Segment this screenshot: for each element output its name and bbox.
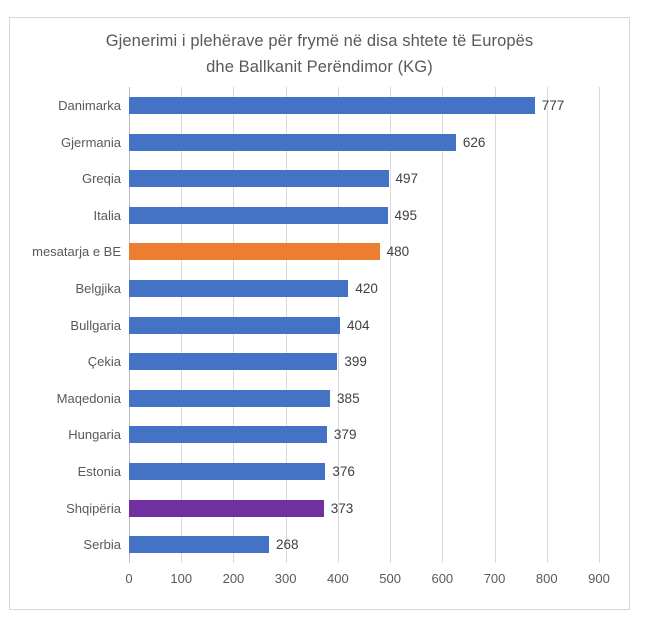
value-label: 480 bbox=[386, 244, 410, 260]
bar-row: Shqipëria 373 bbox=[10, 490, 629, 527]
value-label: 404 bbox=[346, 317, 370, 333]
bar bbox=[129, 499, 324, 517]
bar-track: 385 bbox=[129, 380, 599, 417]
category-label: Çekia bbox=[87, 354, 121, 370]
bar bbox=[129, 316, 340, 334]
bar-rows: Danimarka 777 Gjermania 626 Greqia 497 Italia 4… bbox=[10, 87, 629, 563]
bar bbox=[129, 536, 269, 554]
chart-frame: Gjenerimi i plehërave për frymë në disa … bbox=[9, 17, 630, 610]
bar-track: 626 bbox=[129, 124, 599, 161]
value-label: 399 bbox=[344, 354, 367, 370]
bar-track: 399 bbox=[129, 343, 599, 380]
x-tick-label: 100 bbox=[170, 571, 193, 587]
category-label: Belgjika bbox=[75, 280, 121, 296]
bar-track: 420 bbox=[129, 270, 599, 307]
bar-row: Bullgaria 404 bbox=[10, 307, 629, 344]
bar bbox=[129, 463, 326, 481]
value-label: 420 bbox=[355, 280, 378, 296]
bar-row: Greqia 497 bbox=[10, 160, 629, 197]
value-label: 626 bbox=[462, 134, 486, 150]
x-tick-label: 500 bbox=[379, 571, 401, 587]
bar bbox=[129, 426, 327, 444]
category-label: Danimarka bbox=[58, 97, 121, 113]
bar-track: 376 bbox=[129, 453, 599, 490]
chart-title-line2: dhe Ballkanit Perëndimor (KG) bbox=[206, 57, 433, 76]
bar-row: Çekia 399 bbox=[10, 343, 629, 380]
bar-row: Italia 495 bbox=[10, 197, 629, 234]
category-label: Gjermania bbox=[61, 134, 121, 150]
gridline bbox=[390, 87, 392, 564]
bar bbox=[129, 353, 338, 371]
category-label: Hungaria bbox=[68, 427, 121, 443]
value-label: 376 bbox=[332, 464, 355, 480]
value-label: 495 bbox=[394, 207, 418, 223]
x-tick-label: 700 bbox=[483, 571, 506, 587]
x-tick-label: 0 bbox=[125, 571, 133, 587]
category-label: Italia bbox=[93, 207, 121, 223]
bar-row: Maqedonia 385 bbox=[10, 380, 629, 417]
value-label: 373 bbox=[330, 500, 354, 516]
bar-row: Serbia 268 bbox=[10, 526, 629, 563]
value-label: 379 bbox=[333, 427, 357, 443]
bar-row: Hungaria 379 bbox=[10, 417, 629, 454]
value-label: 497 bbox=[395, 171, 419, 187]
bar-track: 480 bbox=[129, 234, 599, 271]
value-label: 385 bbox=[337, 390, 360, 406]
category-label: Maqedonia bbox=[56, 390, 121, 406]
category-label: Bullgaria bbox=[70, 317, 121, 333]
category-label: Shqipëria bbox=[66, 500, 121, 516]
x-tick-label: 800 bbox=[535, 571, 558, 587]
bar bbox=[129, 133, 456, 151]
value-label: 268 bbox=[275, 537, 299, 553]
gridline bbox=[494, 87, 496, 564]
bar-row: Estonia 376 bbox=[10, 453, 629, 490]
gridline bbox=[599, 87, 600, 564]
bar bbox=[129, 243, 380, 261]
bar-track: 268 bbox=[129, 526, 599, 563]
x-tick-label: 400 bbox=[327, 571, 349, 587]
bar-row: Danimarka 777 bbox=[10, 87, 629, 124]
chart-title: Gjenerimi i plehërave për frymë në disa … bbox=[10, 18, 629, 80]
bar-track: 777 bbox=[129, 87, 599, 124]
bar-track: 404 bbox=[129, 307, 599, 344]
category-label: mesatarja e BE bbox=[32, 244, 121, 260]
value-label: 777 bbox=[541, 97, 565, 113]
gridline bbox=[442, 87, 444, 564]
bar-row: mesatarja e BE 480 bbox=[10, 234, 629, 271]
bar-row: Gjermania 626 bbox=[10, 124, 629, 161]
x-tick-label: 900 bbox=[588, 571, 610, 587]
chart-title-line1: Gjenerimi i plehërave për frymë në disa … bbox=[105, 32, 534, 50]
category-label: Greqia bbox=[81, 171, 121, 187]
bar-row: Belgjika 420 bbox=[10, 270, 629, 307]
bar bbox=[129, 389, 331, 407]
bar bbox=[129, 279, 349, 297]
bar bbox=[129, 170, 389, 188]
x-tick-label: 600 bbox=[431, 571, 454, 587]
x-tick-label: 300 bbox=[274, 571, 297, 587]
bar-track: 497 bbox=[129, 160, 599, 197]
bar-track: 373 bbox=[129, 490, 599, 527]
bar bbox=[129, 96, 535, 114]
bar-track: 379 bbox=[129, 417, 599, 454]
x-axis: 0 100 200 300 400 500 600 700 800 900 bbox=[125, 563, 609, 593]
bar bbox=[129, 206, 388, 224]
x-tick-label: 200 bbox=[222, 571, 245, 587]
category-label: Serbia bbox=[83, 537, 121, 553]
category-label: Estonia bbox=[77, 464, 121, 480]
gridline bbox=[546, 87, 548, 564]
plot-area: Danimarka 777 Gjermania 626 Greqia 497 Italia 4… bbox=[10, 87, 629, 564]
bar-track: 495 bbox=[129, 197, 599, 234]
